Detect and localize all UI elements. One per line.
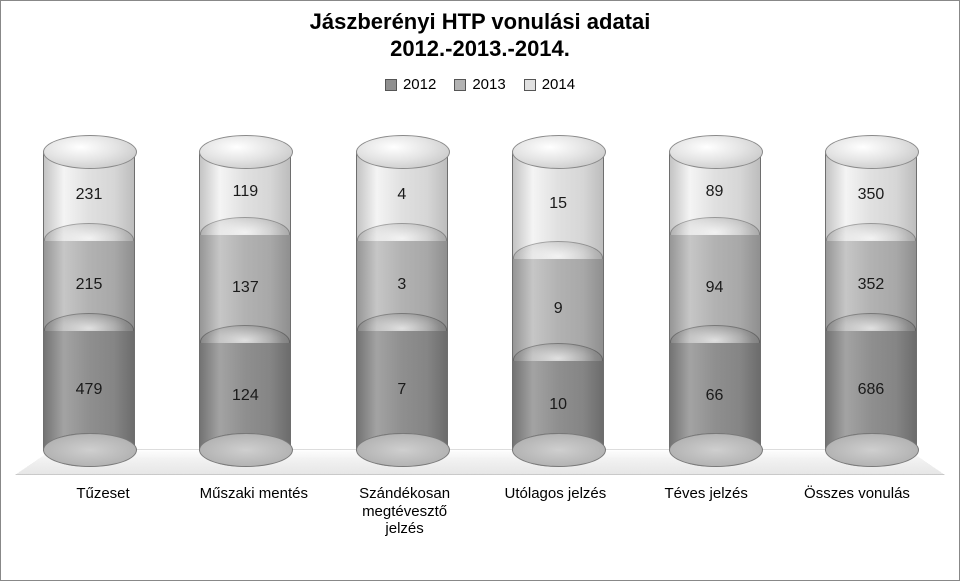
value-label: 3 [357,276,447,294]
cylinder-1: 119 137 124 [199,151,291,451]
segment-2013: 3 [356,241,448,331]
legend-label-2012: 2012 [403,76,436,93]
plot-floor [15,449,945,475]
cylinder-row: 231 215 479 119 137 124 4 3 7 15 9 10 89 94 66 350 352 68… [43,115,917,451]
cylinder-cap-bottom [669,433,763,467]
value-label: 4 [357,186,447,204]
segment-2013: 137 [199,235,291,343]
value-label: 215 [44,276,134,294]
value-label: 9 [513,300,603,318]
plot-area: 231 215 479 119 137 124 4 3 7 15 9 10 89 94 66 350 352 68… [15,115,945,475]
chart-title: Jászberényi HTP vonulási adatai [15,9,945,34]
segment-2013: 9 [512,259,604,361]
legend-item-2013: 2013 [454,76,505,93]
cylinder-5: 350 352 686 [825,151,917,451]
x-label: Szándékosanmegtévesztő jelzés [345,485,465,537]
x-label: Tűzeset [43,485,163,537]
legend-item-2014: 2014 [524,76,575,93]
cylinder-4: 89 94 66 [669,151,761,451]
value-label: 137 [200,279,290,297]
legend-swatch-2013 [454,79,466,91]
value-label: 124 [200,387,290,405]
chart-frame: { "title_line1": "Jászberényi HTP vonulá… [0,0,960,581]
x-label: Utólagos jelzés [495,485,615,537]
cylinder-0: 231 215 479 [43,151,135,451]
legend: 2012 2013 2014 [15,76,945,93]
value-label: 89 [670,183,760,201]
value-label: 66 [670,387,760,405]
segment-2013: 352 [825,241,917,331]
cylinder-cap-bottom [356,433,450,467]
value-label: 15 [513,195,603,213]
legend-label-2014: 2014 [542,76,575,93]
value-label: 10 [513,396,603,414]
x-label: Összes vonulás [797,485,917,537]
segment-2013: 94 [669,235,761,343]
x-label: Téves jelzés [646,485,766,537]
cylinder-cap-top [356,135,450,169]
value-label: 352 [826,276,916,294]
legend-swatch-2014 [524,79,536,91]
x-label: Műszaki mentés [194,485,314,537]
value-label: 686 [826,381,916,399]
legend-label-2013: 2013 [472,76,505,93]
chart-subtitle: 2012.-2013.-2014. [15,36,945,62]
legend-swatch-2012 [385,79,397,91]
value-label: 350 [826,186,916,204]
x-axis-labels: Tűzeset Műszaki mentés Szándékosanmegtéves… [43,485,917,537]
value-label: 231 [44,186,134,204]
value-label: 7 [357,381,447,399]
segment-2013: 215 [43,241,135,331]
value-label: 479 [44,381,134,399]
cylinder-cap-top [669,135,763,169]
legend-item-2012: 2012 [385,76,436,93]
cylinder-3: 15 9 10 [512,151,604,451]
value-label: 119 [200,183,290,201]
value-label: 94 [670,279,760,297]
cylinder-2: 4 3 7 [356,151,448,451]
